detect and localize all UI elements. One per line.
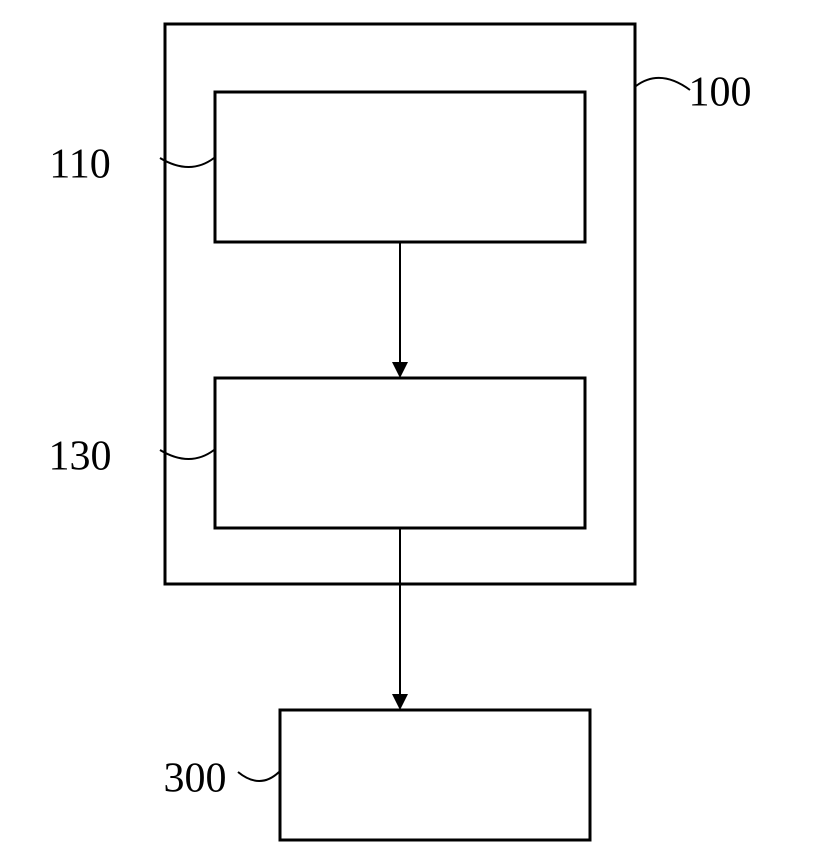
label-100: 100 (689, 70, 752, 116)
box-300 (280, 710, 590, 840)
box-110 (215, 92, 585, 242)
leader-110 (160, 158, 214, 167)
arrow-1-head (392, 694, 408, 710)
leader-100 (636, 78, 690, 90)
leader-130 (160, 450, 214, 459)
label-110: 110 (49, 142, 110, 188)
box-130 (215, 378, 585, 528)
arrow-0-head (392, 362, 408, 378)
label-300: 300 (164, 756, 227, 802)
leader-300 (238, 772, 279, 781)
label-130: 130 (49, 434, 112, 480)
